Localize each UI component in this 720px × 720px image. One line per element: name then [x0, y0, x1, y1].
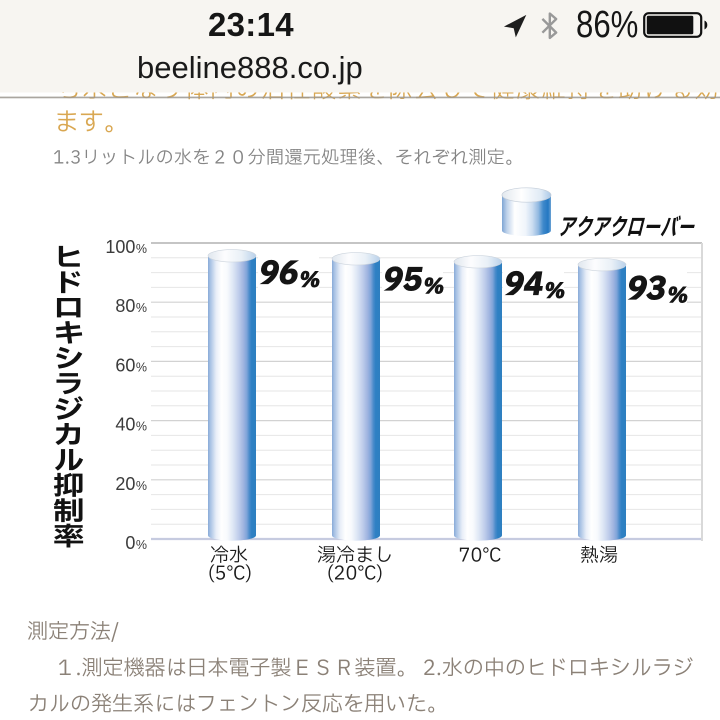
- svg-text:80%: 80%: [115, 296, 147, 316]
- svg-text:20%: 20%: [115, 474, 147, 494]
- svg-text:60%: 60%: [115, 355, 147, 375]
- svg-text:40%: 40%: [115, 415, 147, 435]
- svg-text:100%: 100%: [105, 237, 147, 257]
- svg-text:0%: 0%: [125, 533, 147, 553]
